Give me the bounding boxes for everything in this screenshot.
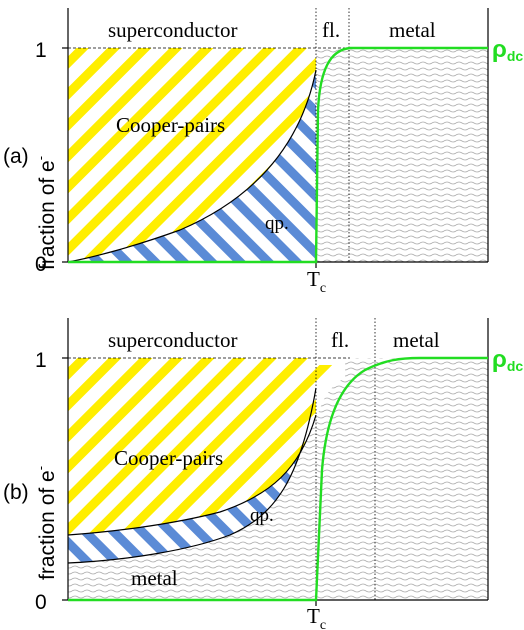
qp-metal-boundary xyxy=(67,387,317,564)
cooper-pairs-region xyxy=(68,358,316,535)
metal-region-fill xyxy=(316,48,488,262)
rho-dc-curve xyxy=(68,46,488,264)
rho-dc-curve xyxy=(68,356,488,602)
tick-zero-label: 0 xyxy=(35,253,47,276)
cooper-pairs-label: Cooper-pairs xyxy=(116,113,225,137)
cooper-pairs-region xyxy=(68,48,316,262)
panel-a: superconductor fl. metal Cooper-pairs qp… xyxy=(3,8,523,296)
cooper-pairs-label: Cooper-pairs xyxy=(114,446,223,470)
metal-bottom-label: metal xyxy=(131,566,178,590)
panel-b: superconductor fl. metal Cooper-pairs qp… xyxy=(3,318,523,630)
rho-dc-label: ρdc xyxy=(492,346,523,374)
region-superconductor-label: superconductor xyxy=(108,328,237,352)
y-axis-label: fraction of e- xyxy=(33,156,59,270)
region-fluct-label: fl. xyxy=(331,328,349,352)
region-metal-label: metal xyxy=(389,18,436,42)
panel-label: (b) xyxy=(3,481,29,504)
qp-label: qp. xyxy=(265,213,289,234)
cooper-qp-boundary xyxy=(67,414,317,536)
tick-zero-label: 0 xyxy=(35,591,47,614)
panel-label: (a) xyxy=(3,145,29,168)
metal-bottom-region xyxy=(68,388,316,600)
qp-label: qp. xyxy=(250,505,274,526)
cooper-qp-boundary xyxy=(67,69,317,263)
qp-region xyxy=(68,70,316,262)
qp-region xyxy=(68,388,316,563)
metal-region-fill-upper xyxy=(345,358,488,600)
tc-label: Tc xyxy=(307,267,326,296)
rho-dc-label: ρdc xyxy=(492,36,523,64)
tick-one-label: 1 xyxy=(35,349,47,372)
region-metal-label: metal xyxy=(393,328,440,352)
region-superconductor-label: superconductor xyxy=(108,18,237,42)
fluct-cooper-region xyxy=(316,365,345,390)
tc-label: Tc xyxy=(307,604,326,630)
tick-one-label: 1 xyxy=(35,39,47,62)
region-fluct-label: fl. xyxy=(322,18,340,42)
y-axis-label: fraction of e- xyxy=(33,466,59,580)
